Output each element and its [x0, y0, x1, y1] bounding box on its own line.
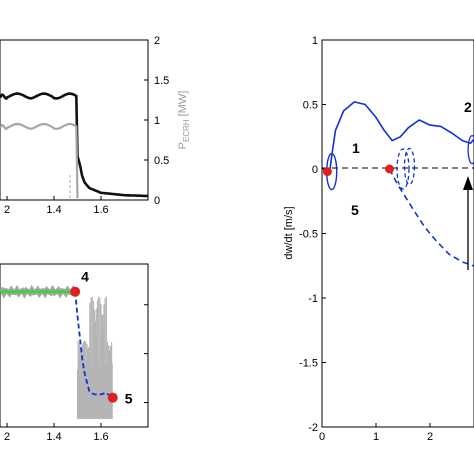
top-left-series-2: [0, 122, 79, 199]
bottom-left-series-3: [74, 291, 114, 399]
bottom-left-xtick-label: 1.6: [93, 431, 108, 443]
bottom-left-xtick-label: 2: [4, 431, 10, 443]
top-left-ytick-label: 1.5: [154, 75, 169, 87]
right-point-1: [322, 167, 332, 177]
right-loop-2: [467, 135, 474, 165]
right-xtick-label: 2: [427, 431, 433, 443]
right-ytick-label: -0.5: [299, 229, 318, 241]
top-left-panel: 2 1.4 1.6 0 0.5 1 1.5 2 PECRH[MW]: [0, 35, 191, 216]
right-point-5: [385, 164, 394, 174]
right-ytick-label: 1: [312, 35, 318, 47]
right-annotation-2: 2: [464, 99, 472, 115]
right-ytick-label: -1.5: [299, 358, 318, 370]
top-left-xtick-label: 2: [4, 204, 10, 216]
right-loop-dashed-1: [396, 148, 410, 190]
right-ytick-label: 0.5: [303, 100, 318, 112]
bottom-left-point-label-5: 5: [125, 391, 133, 407]
bottom-left-xtick-label: 1.4: [46, 431, 61, 443]
right-ytick-label: -2: [308, 422, 318, 434]
bottom-left-point-5: [107, 392, 118, 403]
top-left-ylabel-right: PECRH[MW]: [177, 91, 191, 150]
top-left-ytick-label: 2: [154, 35, 160, 47]
right-annotation-1: 1: [352, 140, 360, 156]
right-xtick-label: 1: [373, 431, 379, 443]
right-panel: 0 1 2 -2 -1.5 -1 -0.5 0 0.5 1 dw/dt [m/s]: [283, 35, 474, 443]
top-left-ytick-label: 1: [154, 115, 160, 127]
top-left-ytick-label: 0.5: [154, 155, 169, 167]
right-ytick-label: -1: [308, 293, 318, 305]
top-left-xtick-label: 1.4: [46, 204, 61, 216]
right-loop-dashed-2: [403, 147, 416, 186]
right-ylabel: dw/dt [m/s]: [283, 206, 295, 259]
top-left-axes-box: [0, 39, 149, 201]
top-left-ytick-label: 0: [154, 195, 160, 207]
bottom-left-series-2: [0, 289, 77, 295]
bottom-left-point-4: [70, 286, 81, 297]
bottom-left-point-label-4: 4: [81, 269, 89, 285]
top-left-xtick-label: 1.6: [93, 204, 108, 216]
right-annotation-5: 5: [351, 202, 359, 218]
right-ytick-label: 0: [312, 164, 318, 176]
right-axes-box: [321, 39, 474, 428]
right-arrow-head: [463, 176, 473, 190]
top-left-series-1: [0, 92, 149, 198]
right-xtick-label: 0: [319, 431, 325, 443]
bottom-left-panel: 2 1.4 1.6 4 5: [0, 263, 149, 443]
